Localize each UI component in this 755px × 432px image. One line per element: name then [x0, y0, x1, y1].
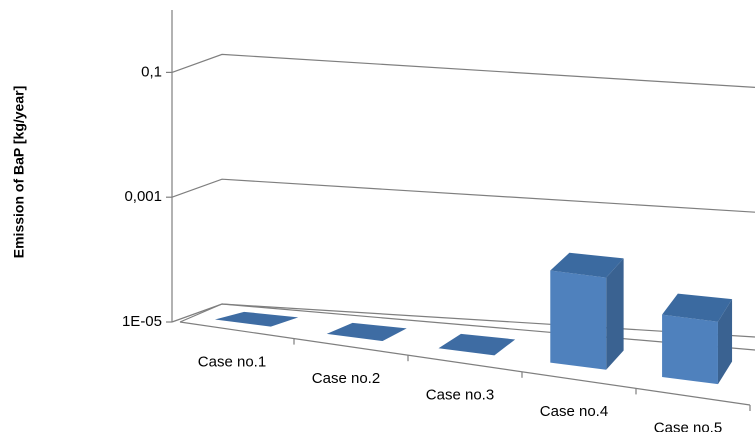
bar-top: [550, 252, 624, 278]
bar-side: [717, 299, 733, 385]
y-tick-label: 0,001: [124, 188, 162, 205]
x-tick-label: Case no.4: [540, 403, 608, 420]
grid-line: [171, 178, 755, 213]
bar-front: [550, 270, 607, 370]
bar-front: [662, 314, 718, 385]
bar-top: [326, 322, 407, 342]
bar-top: [214, 311, 299, 327]
y-axis-title: Emission of BaP [kg/year]: [11, 86, 27, 258]
bar-top: [438, 333, 516, 356]
bar-side: [606, 258, 624, 370]
bar-top: [662, 293, 733, 322]
y-tick-label: 1E-05: [122, 313, 162, 330]
x-tick-label: Case no.1: [198, 353, 266, 370]
x-tick-label: Case no.2: [312, 370, 380, 387]
grid-line: [171, 53, 755, 88]
y-tick-label: 0,1: [141, 63, 162, 80]
x-tick-label: Case no.5: [654, 420, 722, 432]
floor-front-edge: [179, 321, 751, 406]
x-tick-label: Case no.3: [426, 386, 494, 403]
